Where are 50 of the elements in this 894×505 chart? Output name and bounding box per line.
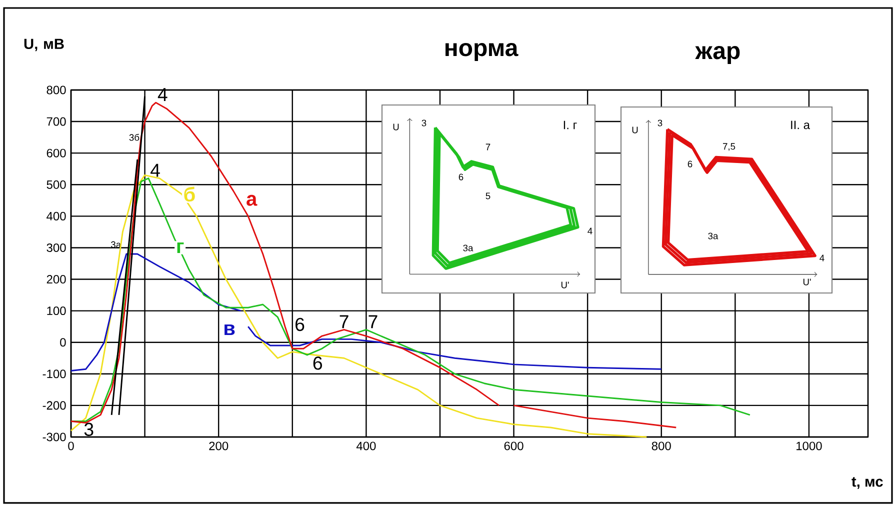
- annotation: 5: [486, 192, 490, 200]
- annotation: U': [561, 282, 569, 288]
- annotation: 3а: [708, 232, 718, 240]
- series-label: г: [177, 242, 184, 253]
- annotation: U': [803, 278, 811, 286]
- annotation: 7: [368, 315, 378, 328]
- annotation: 3а: [463, 244, 474, 252]
- y-tick-label: 400: [46, 212, 66, 220]
- y-tick-label: 800: [46, 86, 66, 94]
- x-tick-label: 0: [68, 442, 74, 450]
- annotation: 6: [688, 160, 692, 168]
- y-tick-label: -100: [42, 370, 66, 378]
- series-label: б: [184, 186, 195, 202]
- y-tick-label: 700: [46, 117, 66, 126]
- annotation: 6: [313, 356, 322, 370]
- annotation: U: [393, 124, 399, 130]
- text: жар: [695, 46, 740, 64]
- x-tick-label: 200: [209, 442, 228, 450]
- x-axis-title: t, мс: [852, 477, 883, 489]
- y-tick-label: 0: [60, 338, 66, 347]
- annotation: 7: [486, 144, 490, 150]
- annotation: 4: [150, 164, 160, 177]
- annotation: 3: [658, 120, 662, 126]
- y-tick-label: 600: [46, 148, 66, 158]
- annotation: 7,5: [722, 143, 736, 151]
- series-label: в: [224, 324, 235, 336]
- annotation: U: [632, 126, 638, 134]
- annotation: 4: [820, 254, 824, 262]
- annotation: 4: [588, 228, 592, 234]
- text: норма: [446, 43, 518, 61]
- x-tick-label: 800: [652, 442, 671, 450]
- annotation: 6: [296, 318, 304, 332]
- series-label: а: [246, 194, 258, 206]
- annotation: 3: [84, 422, 94, 436]
- annotation: I. г: [564, 120, 577, 130]
- y-tick-label: 300: [46, 243, 66, 252]
- y-tick-label: -300: [42, 432, 66, 442]
- y-tick-label: -200: [42, 401, 66, 410]
- x-tick-label: 600: [504, 442, 524, 450]
- annotation: II. а: [791, 120, 810, 130]
- y-tick-label: 100: [47, 306, 66, 316]
- y-axis-title: U, мВ: [24, 38, 64, 52]
- y-tick-label: 200: [46, 275, 66, 284]
- annotation: 7: [340, 315, 348, 328]
- y-tick-label: 500: [46, 180, 66, 189]
- x-tick-label: 400: [356, 442, 376, 450]
- x-tick-label: 1000: [796, 442, 822, 450]
- annotation: 3б: [129, 134, 140, 141]
- annotation: 6: [458, 174, 464, 180]
- annotation: 3: [422, 120, 426, 126]
